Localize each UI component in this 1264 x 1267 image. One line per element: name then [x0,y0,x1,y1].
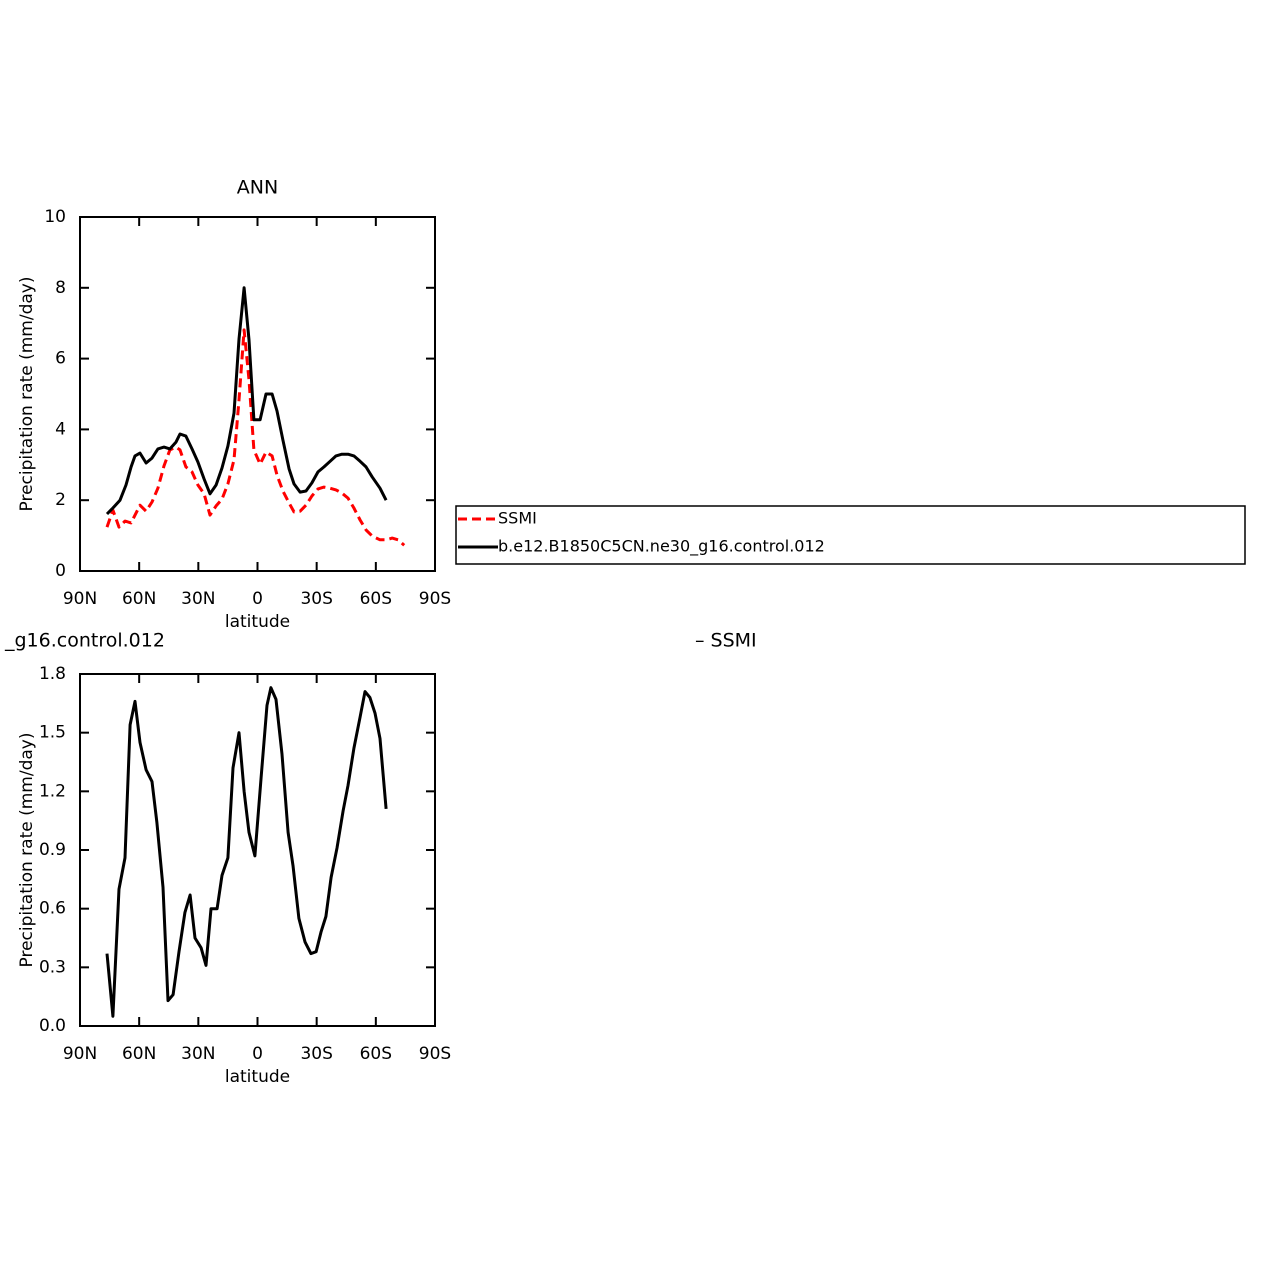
x-tick-label: 60S [360,589,392,609]
x-tick-label: 60N [122,589,156,609]
y-tick-label: 0.0 [39,1016,66,1036]
y-tick-label: 8 [55,278,66,298]
y-tick-label: 0.3 [39,957,66,977]
y-tick-label: 10 [44,207,66,227]
x-tick-label: 60S [360,1044,392,1064]
y-axis-label: Precipitation rate (mm/day) [17,733,37,968]
data-line [105,686,388,1018]
chart-title-left: _g16.control.012 [4,630,165,652]
y-tick-label: 0.9 [39,840,66,860]
x-tick-label: 0 [252,1044,263,1064]
chart-title-right: – SSMI [695,630,757,652]
x-tick-label: 30N [181,1044,215,1064]
y-tick-label: 1.5 [39,723,66,743]
x-axis-label: latitude [225,612,290,632]
plot-frame [79,673,436,1027]
x-axis-label: latitude [225,1067,290,1087]
chart-title: ANN [237,177,278,199]
y-tick-label: 0 [55,561,66,581]
y-tick-label: 4 [55,419,66,439]
x-tick-label: 90N [63,1044,97,1064]
data-line [105,286,388,516]
x-tick-label: 90S [419,589,451,609]
x-tick-label: 0 [252,589,263,609]
x-tick-label: 30S [300,589,332,609]
legend-label: b.e12.B1850C5CN.ne30_g16.control.012 [498,537,825,557]
x-tick-label: 60N [122,1044,156,1064]
data-line [105,328,406,547]
y-axis-label: Precipitation rate (mm/day) [17,277,37,512]
y-tick-label: 6 [55,349,66,369]
y-tick-label: 2 [55,490,66,510]
y-tick-label: 0.6 [39,899,66,919]
y-tick-label: 1.8 [39,664,66,684]
legend-label: SSMI [498,509,537,528]
y-tick-label: 1.2 [39,781,66,801]
x-tick-label: 30S [300,1044,332,1064]
x-tick-label: 90S [419,1044,451,1064]
x-tick-label: 90N [63,589,97,609]
x-tick-label: 30N [181,589,215,609]
legend-box [455,505,1246,565]
